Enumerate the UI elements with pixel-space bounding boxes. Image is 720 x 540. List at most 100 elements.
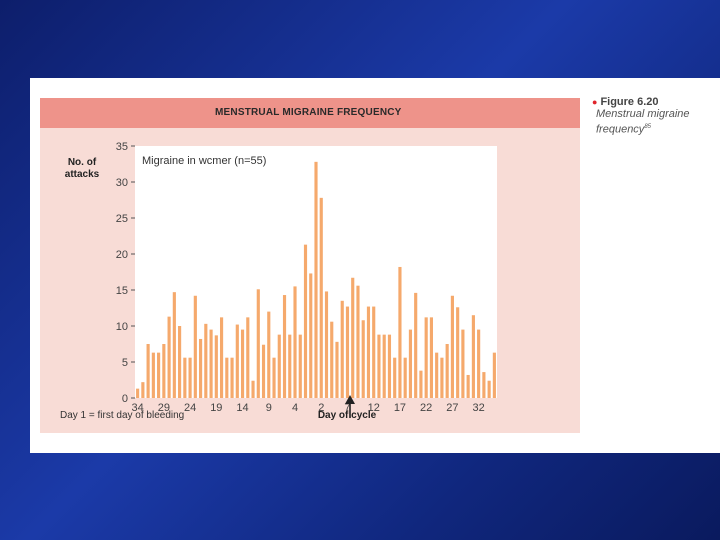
bar xyxy=(487,380,491,398)
x-tick-label: 4 xyxy=(292,402,298,414)
bars-group xyxy=(136,161,496,398)
slide-panel: MENSTRUAL MIGRAINE FREQUENCY 0 5 10 15 20 25 3… xyxy=(30,78,720,453)
bar xyxy=(204,323,208,398)
y-tick-label: 35 xyxy=(116,141,128,153)
x-tick-label: 27 xyxy=(446,402,458,414)
figure-reference: 85 xyxy=(644,124,651,130)
bar xyxy=(261,344,266,398)
bar xyxy=(256,289,260,398)
bar xyxy=(183,357,187,398)
x-tick-label: 24 xyxy=(184,402,196,414)
bar xyxy=(214,335,218,398)
bar xyxy=(461,329,465,398)
bar xyxy=(340,300,344,398)
chart-frame: MENSTRUAL MIGRAINE FREQUENCY 0 5 10 15 20 25 3… xyxy=(40,98,580,433)
figure-caption: Menstrual migraine frequency xyxy=(596,108,690,136)
bar xyxy=(450,295,454,398)
bar xyxy=(471,315,475,398)
bar xyxy=(414,292,418,398)
bar xyxy=(209,329,213,398)
y-tick-label: 5 xyxy=(122,357,128,369)
bar xyxy=(230,357,234,398)
bar xyxy=(482,372,486,398)
y-tick-label: 30 xyxy=(116,177,128,189)
bar xyxy=(267,311,271,398)
bar xyxy=(403,357,407,398)
bar xyxy=(146,344,150,398)
bar xyxy=(372,306,376,398)
bar xyxy=(178,326,182,398)
bar xyxy=(314,161,318,398)
bar xyxy=(456,307,460,398)
x-tick-label: 22 xyxy=(420,402,432,414)
y-axis: 0 5 10 15 20 25 30 35 xyxy=(116,141,135,405)
bar xyxy=(151,352,155,398)
x-tick-label: 17 xyxy=(394,402,406,414)
x-tick-label: 9 xyxy=(266,402,272,414)
bar xyxy=(440,357,444,398)
figure-number: Figure 6.20 xyxy=(592,96,712,108)
bar xyxy=(240,329,245,398)
x-axis-label: Day of cycle xyxy=(318,410,377,421)
bar xyxy=(225,357,229,398)
bar xyxy=(251,380,255,398)
bar xyxy=(361,320,365,398)
y-axis-label: No. of attacks xyxy=(65,157,100,180)
bar xyxy=(398,266,402,398)
bar xyxy=(324,291,329,398)
x-tick-label: 34 xyxy=(131,402,143,414)
bar xyxy=(282,295,287,398)
figure-caption-block: Figure 6.20 Menstrual migraine frequency… xyxy=(592,96,712,137)
x-tick-label: 29 xyxy=(158,402,170,414)
bar xyxy=(298,334,302,398)
bar xyxy=(188,357,192,398)
y-tick-label: 20 xyxy=(116,249,128,261)
x-tick-label: 14 xyxy=(236,402,248,414)
y-tick-label: 10 xyxy=(116,321,128,333)
bar xyxy=(429,317,433,398)
bar xyxy=(382,334,386,398)
bar xyxy=(445,344,449,398)
chart-title: MENSTRUAL MIGRAINE FREQUENCY xyxy=(215,107,402,118)
bar xyxy=(303,244,308,398)
bar xyxy=(277,334,281,398)
title-band: MENSTRUAL MIGRAINE FREQUENCY xyxy=(40,98,580,128)
inset-label: Migraine in wcmer (n=55) xyxy=(142,155,266,167)
bar xyxy=(199,338,203,398)
bar xyxy=(235,324,239,398)
bar xyxy=(351,277,355,398)
bar xyxy=(162,344,166,398)
bar xyxy=(366,306,371,398)
bar xyxy=(272,357,276,398)
bar xyxy=(136,388,140,398)
bar xyxy=(419,370,423,398)
bar xyxy=(435,352,439,398)
bar xyxy=(393,357,397,398)
bar xyxy=(408,329,413,398)
y-tick-label: 25 xyxy=(116,213,128,225)
bar xyxy=(356,285,360,398)
bar xyxy=(335,341,339,398)
x-tick-label: 12 xyxy=(368,402,380,414)
bar xyxy=(193,295,197,398)
bar xyxy=(330,321,334,398)
bar xyxy=(477,329,481,398)
bar xyxy=(377,334,381,398)
bar xyxy=(219,317,224,398)
bar xyxy=(387,334,392,398)
y-tick-label: 15 xyxy=(116,285,128,297)
x-tick-label: 7 xyxy=(344,402,350,414)
bar xyxy=(172,292,176,398)
day1-arrow-icon xyxy=(345,395,355,418)
x-axis: 34 29 24 19 14 9 4 2 7 12 17 22 27 32 xyxy=(131,402,484,414)
bar xyxy=(293,286,297,398)
bar xyxy=(309,273,313,398)
x-tick-label: 2 xyxy=(318,402,324,414)
bar xyxy=(492,352,496,398)
x-tick-label: 32 xyxy=(473,402,485,414)
bar xyxy=(288,334,292,398)
bar xyxy=(157,352,161,398)
bar xyxy=(466,374,470,398)
bar xyxy=(319,197,323,398)
